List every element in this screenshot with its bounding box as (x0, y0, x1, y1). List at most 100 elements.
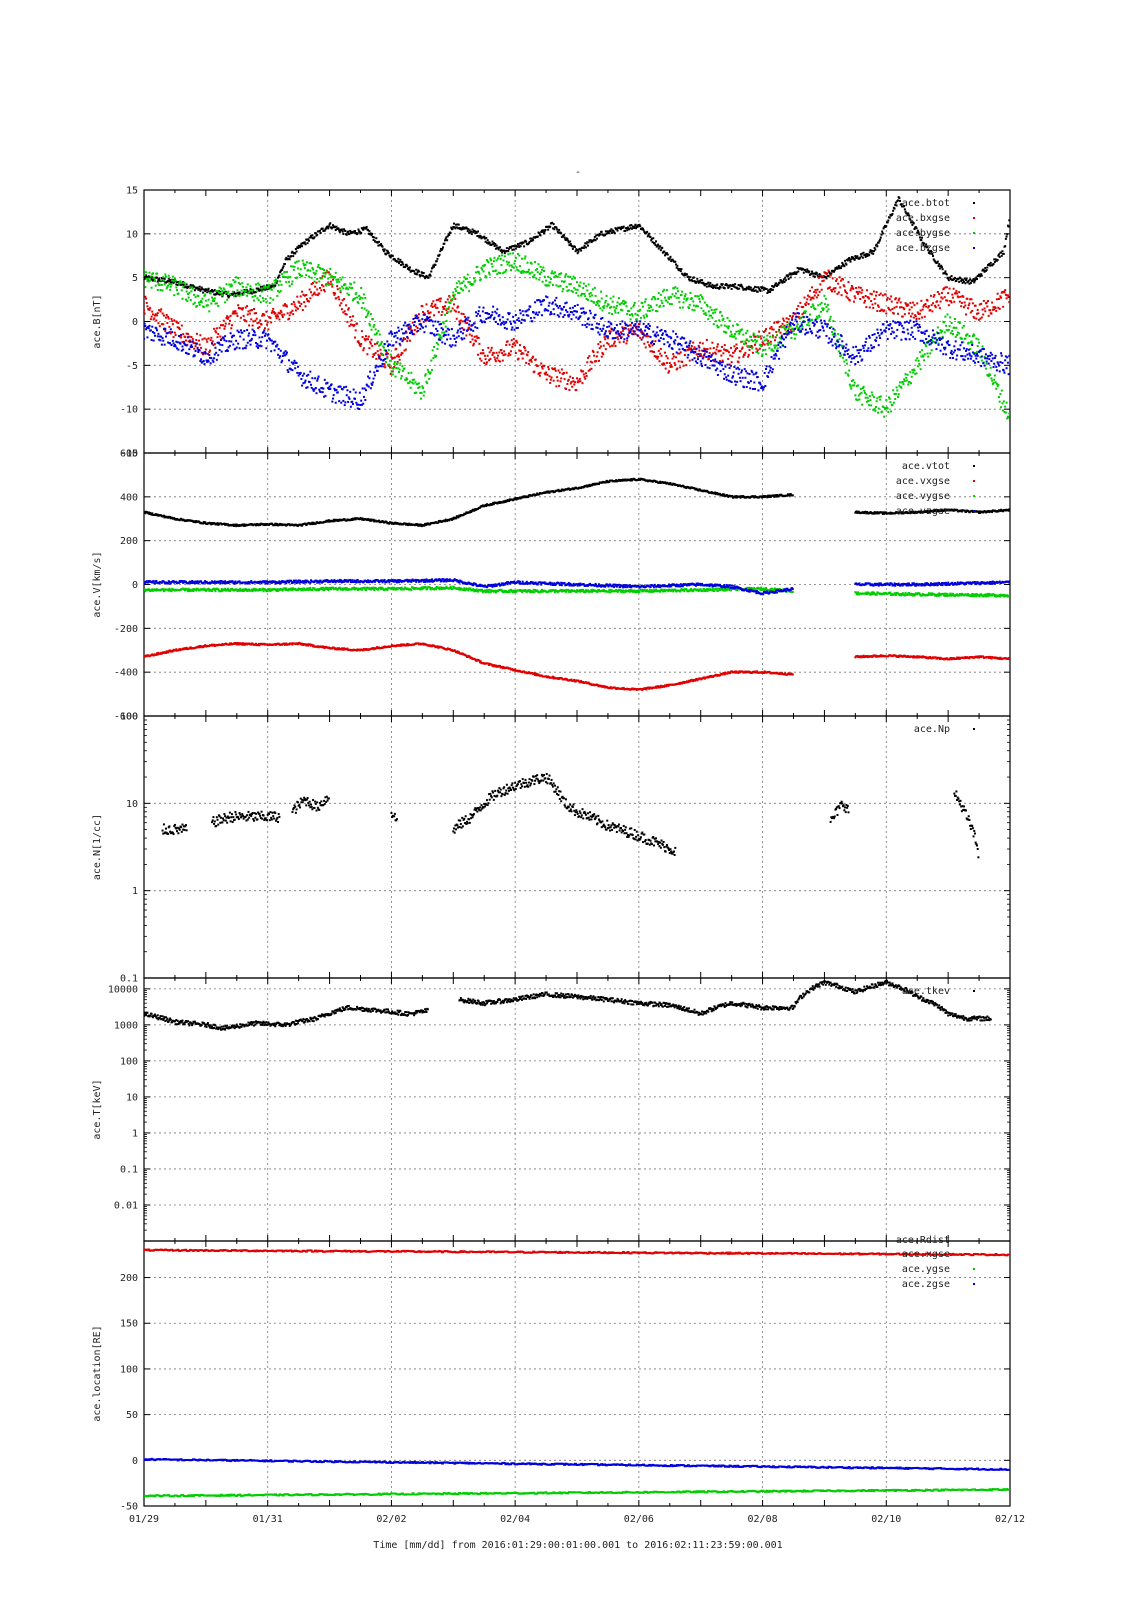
data-point (347, 308, 350, 311)
data-point (626, 226, 629, 229)
data-point (727, 327, 730, 330)
data-point (213, 327, 216, 330)
data-point (873, 297, 876, 300)
data-point (406, 265, 409, 268)
data-point (380, 365, 383, 368)
data-point (914, 315, 917, 318)
data-point (848, 259, 851, 262)
data-point (855, 256, 858, 259)
data-point (407, 372, 410, 375)
data-point (998, 400, 1001, 403)
data-point (779, 346, 782, 349)
data-point (773, 344, 776, 347)
data-point (990, 377, 993, 380)
data-point (681, 347, 684, 350)
data-point (367, 229, 370, 232)
data-point (905, 304, 908, 307)
data-point (227, 346, 230, 349)
data-point (259, 319, 262, 322)
data-point (858, 290, 861, 293)
data-point (433, 345, 436, 348)
data-point (1000, 254, 1003, 257)
data-point (155, 327, 158, 330)
data-point (544, 228, 547, 231)
data-point (211, 342, 214, 345)
data-point (727, 379, 730, 382)
data-point (674, 339, 677, 342)
data-point (636, 224, 639, 227)
data-point (734, 283, 737, 286)
data-point (393, 335, 396, 338)
data-point (357, 302, 360, 305)
data-point (677, 296, 680, 299)
data-point (168, 325, 171, 328)
data-point (989, 261, 992, 264)
data-point (393, 361, 396, 364)
data-point (712, 352, 715, 355)
data-point (291, 280, 294, 283)
data-point (823, 294, 826, 297)
data-point (461, 289, 464, 292)
data-point (628, 329, 631, 332)
data-point (244, 306, 247, 309)
data-point (560, 368, 563, 371)
data-point (246, 289, 249, 292)
data-point (675, 296, 678, 299)
data-point (767, 343, 770, 346)
data-point (923, 353, 926, 356)
data-point (440, 313, 443, 316)
data-point (639, 308, 642, 311)
data-point (377, 365, 380, 368)
data-point (226, 317, 229, 320)
data-point (322, 387, 325, 390)
data-point (288, 280, 291, 283)
data-point (494, 243, 497, 246)
data-point (697, 353, 700, 356)
data-point (814, 308, 817, 311)
data-point (369, 313, 372, 316)
data-point (722, 317, 725, 320)
data-point (726, 349, 729, 352)
data-point (250, 290, 253, 293)
data-point (451, 298, 454, 301)
data-point (795, 315, 798, 318)
data-point (905, 379, 908, 382)
data-point (512, 320, 515, 323)
data-point (837, 291, 840, 294)
data-point (1000, 389, 1003, 392)
data-point (921, 349, 924, 352)
data-point (329, 267, 332, 270)
data-point (461, 332, 464, 335)
data-point (277, 353, 280, 356)
data-point (527, 351, 530, 354)
data-point (164, 330, 167, 333)
data-point (1003, 291, 1006, 294)
data-point (903, 378, 906, 381)
data-point (394, 334, 397, 337)
data-point (499, 257, 502, 260)
data-point (770, 289, 773, 292)
data-point (431, 320, 434, 323)
data-point (852, 384, 855, 387)
data-point (888, 324, 891, 327)
data-point (897, 299, 900, 302)
data-point (529, 305, 532, 308)
data-point (423, 275, 426, 278)
data-point (281, 355, 284, 358)
data-point (299, 268, 302, 271)
data-point (231, 334, 234, 337)
data-point (402, 324, 405, 327)
data-point (865, 306, 868, 309)
data-point (705, 285, 708, 288)
data-point (800, 323, 803, 326)
data-point (655, 331, 658, 334)
data-point (472, 231, 475, 234)
data-point (558, 371, 561, 374)
data-point (300, 377, 303, 380)
data-point (1007, 296, 1010, 299)
data-point (729, 330, 732, 333)
data-point (215, 292, 218, 295)
data-point (349, 229, 352, 232)
data-point (389, 256, 392, 259)
data-point (967, 307, 970, 310)
